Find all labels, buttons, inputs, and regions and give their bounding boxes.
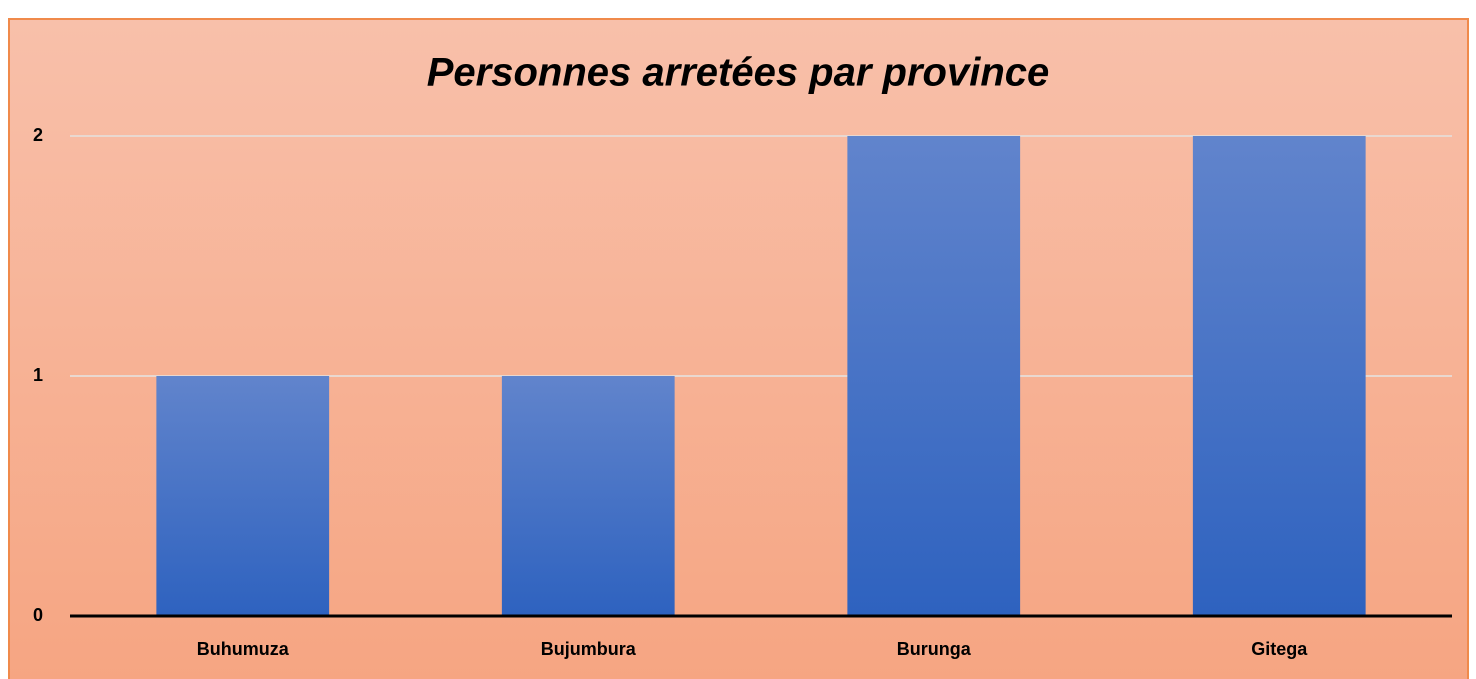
x-tick-label: Gitega xyxy=(1251,639,1308,659)
y-tick-label: 1 xyxy=(33,365,43,385)
x-tick-label: Buhumuza xyxy=(197,639,290,659)
bar xyxy=(501,376,675,616)
y-tick-label: 2 xyxy=(33,125,43,145)
bar xyxy=(1192,136,1366,616)
bar xyxy=(156,376,330,616)
x-tick-label: Bujumbura xyxy=(541,639,637,659)
y-tick-label: 0 xyxy=(33,605,43,625)
x-tick-label: Burunga xyxy=(897,639,972,659)
chart-title: Personnes arretées par province xyxy=(427,51,1050,95)
bar xyxy=(847,136,1021,616)
